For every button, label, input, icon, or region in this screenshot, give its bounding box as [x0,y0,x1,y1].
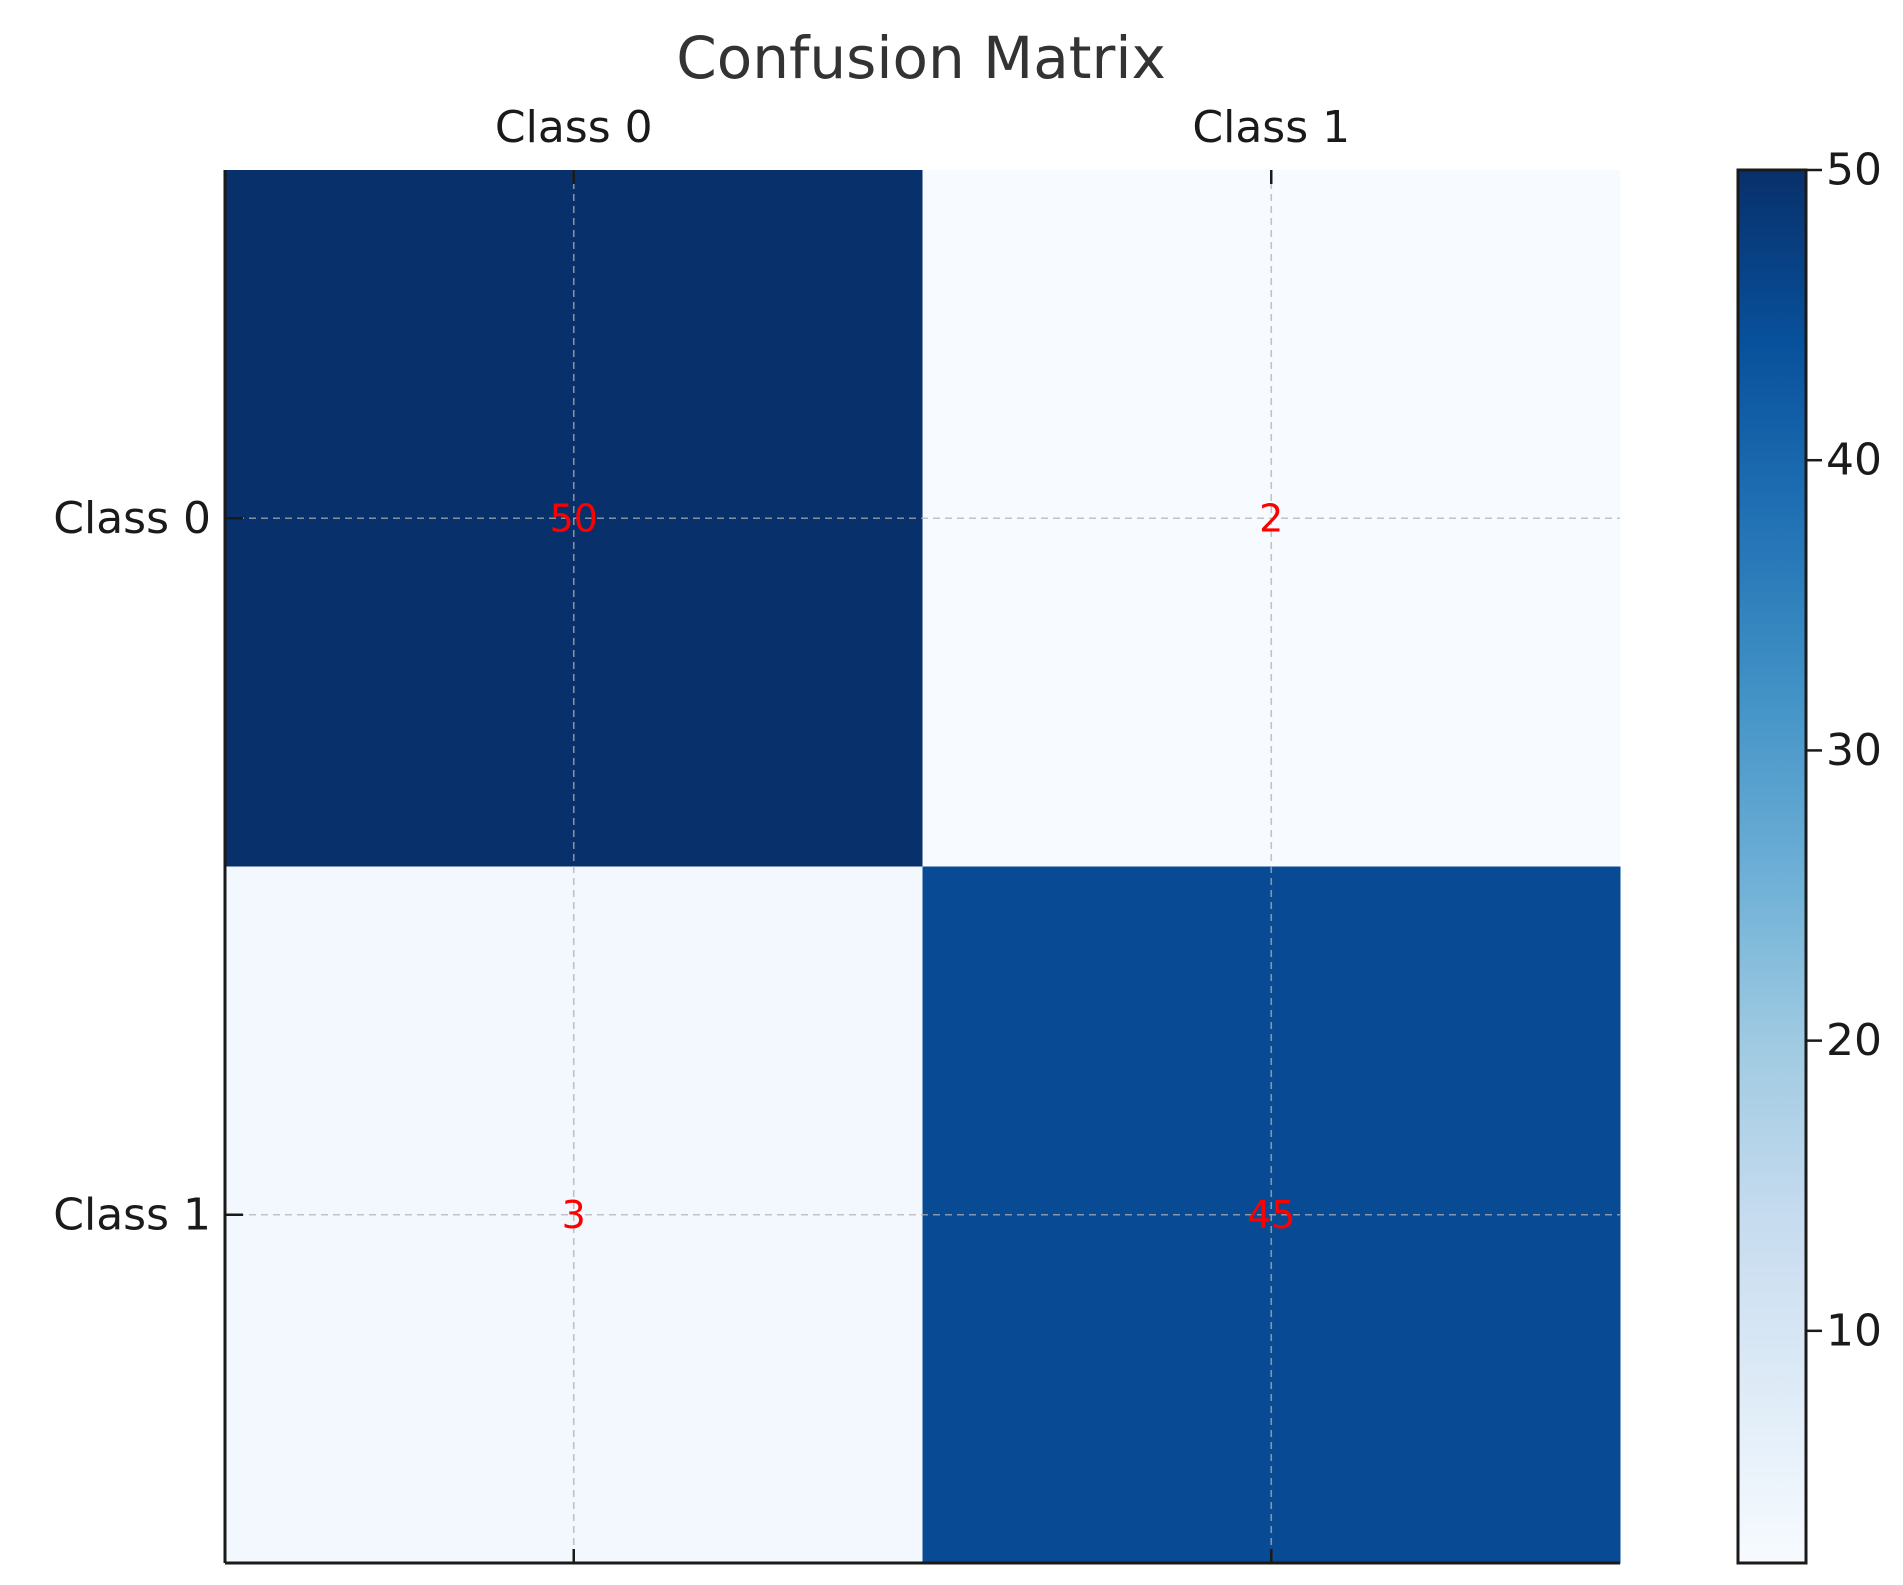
cell-annotations: 50 2 3 45 [550,496,1296,1237]
grid-lines [225,170,1620,1563]
cell-value-r1-c0: 3 [562,1193,586,1237]
cell-value-r0-c0: 50 [550,496,598,540]
cell-value-r1-c1: 45 [1247,1193,1295,1237]
colorbar-tick-label-1: 20 [1826,1015,1882,1066]
x-tick-label-0: Class 0 [495,102,653,153]
colorbar-tick-label-4: 50 [1826,145,1882,196]
chart-title: Confusion Matrix [676,24,1166,92]
colorbar: 10 20 30 40 50 [1736,145,1882,1565]
x-tick-label-1: Class 1 [1192,102,1350,153]
colorbar-tick-label-2: 30 [1826,725,1882,776]
colorbar-tick-label-3: 40 [1826,435,1882,486]
cell-value-r0-c1: 2 [1259,496,1283,540]
y-tick-label-1: Class 1 [53,1189,211,1240]
heatmap-cells [225,170,1621,1564]
colorbar-gradient [1736,168,1808,1565]
y-tick-label-0: Class 0 [53,493,211,544]
axes: Class 0 Class 1 Class 0 Class 1 [53,102,1620,1565]
colorbar-tick-label-0: 10 [1826,1305,1882,1356]
